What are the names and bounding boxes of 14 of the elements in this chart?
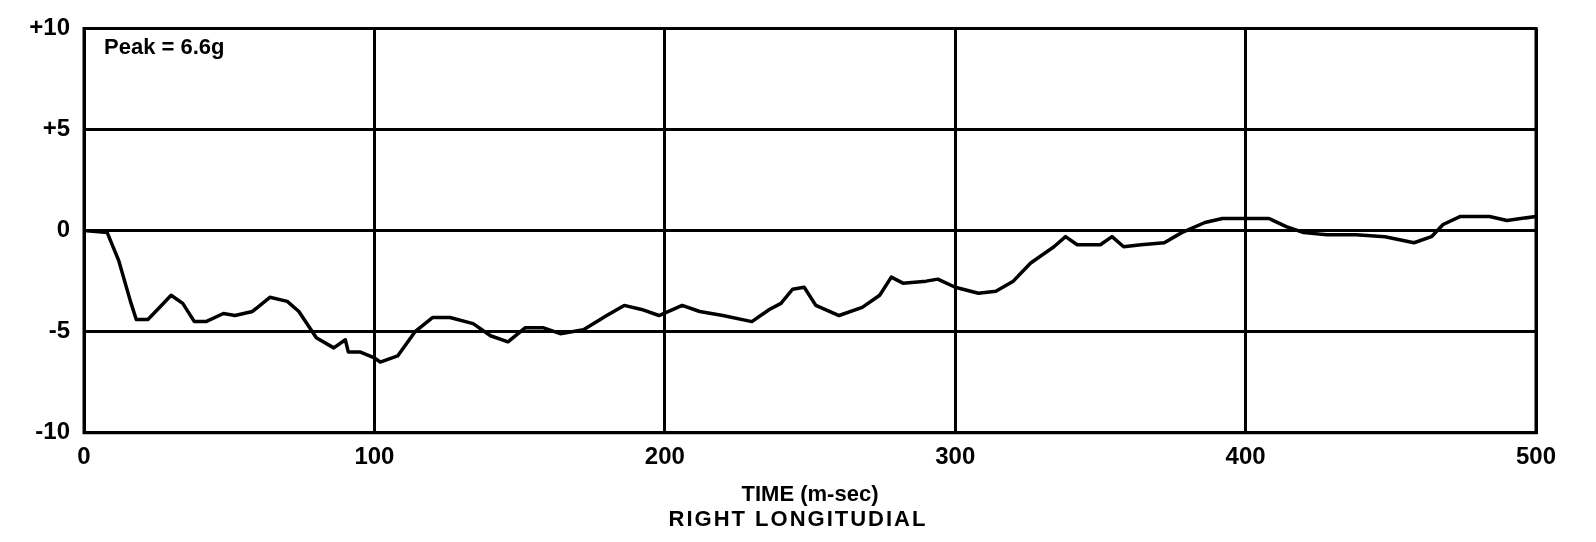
x-axis-title: TIME (m-sec) [741,480,879,506]
y-tick-label: +10 [29,13,70,41]
x-tick-label: 300 [935,441,976,469]
text: RIGHT LONGITUDIAL [667,506,929,532]
y-tick-label: -10 [35,417,70,445]
x-tick-label: 200 [644,441,685,469]
y-tick-label: +5 [42,114,70,142]
x-tick-label: 400 [1225,441,1266,469]
x-tick-label: 500 [1515,441,1557,469]
x-tick-label: 100 [354,441,395,469]
annotation: Peak = 6.6g [104,34,225,60]
x-tick-label: 0 [77,441,91,469]
y-tick-label: 0 [56,215,70,243]
y-tick-label: -5 [48,316,70,344]
